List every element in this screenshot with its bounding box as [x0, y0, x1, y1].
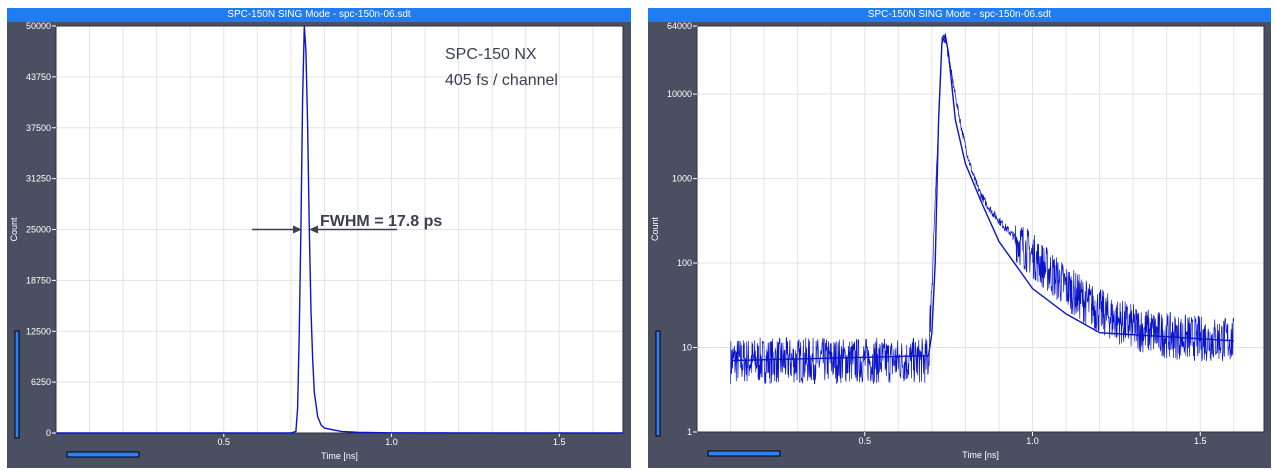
x-axis-label: Time [ns] [321, 451, 358, 461]
x-tick-label: 1.0 [1026, 436, 1039, 446]
fwhm-arrowhead-right [309, 225, 318, 234]
log-chart-panel: SPC-150N SING Mode - spc-150n-06.sdt 1 10… [648, 8, 1271, 468]
noise-trace [730, 33, 1235, 384]
x-axis-label: Time [ns] [962, 450, 999, 460]
x-tick-label: 1.5 [1194, 436, 1207, 446]
y-axis-label: Count [9, 217, 19, 242]
x-tick-label: 0.5 [217, 437, 230, 447]
y-tick-label: 6250 [31, 377, 51, 387]
y-tick-label: 0 [46, 428, 51, 438]
linear-chart-panel: SPC-150N SING Mode - spc-150n-06.sdt 0 62… [7, 8, 631, 468]
y-tick-label: 10000 [667, 89, 692, 99]
y-tick-label: 100 [677, 258, 692, 268]
y-tick-label: 25000 [26, 225, 51, 235]
y-tick-label: 18750 [26, 275, 51, 285]
plot-frame [696, 25, 1265, 433]
annotation-resolution: 405 fs / channel [445, 72, 558, 89]
y-tick-label: 31250 [26, 174, 51, 184]
level-bar [655, 330, 661, 437]
log-chart: 1 10 100 1000 10000 64000 0.5 1.0 1.5 Time [ns] Co… [650, 22, 1265, 460]
scroll-indicator [707, 450, 781, 457]
y-axis-label: Count [650, 217, 660, 242]
y-tick-label: 12500 [26, 326, 51, 336]
fwhm-arrowhead-left [293, 225, 302, 234]
y-tick-label: 64000 [667, 22, 692, 31]
x-tick-label: 0.5 [858, 436, 871, 446]
scroll-indicator [66, 451, 140, 458]
y-tick-label: 43750 [26, 72, 51, 82]
y-tick-label: 10 [682, 343, 692, 353]
level-bar [14, 330, 20, 439]
annotation-model: SPC-150 NX [445, 46, 537, 63]
x-tick-label: 1.0 [385, 437, 398, 447]
linear-chart: 0 6250 12500 18750 25000 31250 37500 43750 50000… [9, 22, 624, 461]
y-tick-label: 37500 [26, 123, 51, 133]
annotation-fwhm: FWHM = 17.8 ps [320, 213, 442, 230]
x-tick-label: 1.5 [553, 437, 566, 447]
chart-titlebar: SPC-150N SING Mode - spc-150n-06.sdt [648, 8, 1271, 22]
data-series-line [730, 32, 1234, 362]
y-tick-label: 50000 [26, 22, 51, 31]
y-tick-label: 1000 [672, 174, 692, 184]
chart-titlebar: SPC-150N SING Mode - spc-150n-06.sdt [7, 8, 631, 22]
y-tick-label: 1 [687, 427, 692, 437]
